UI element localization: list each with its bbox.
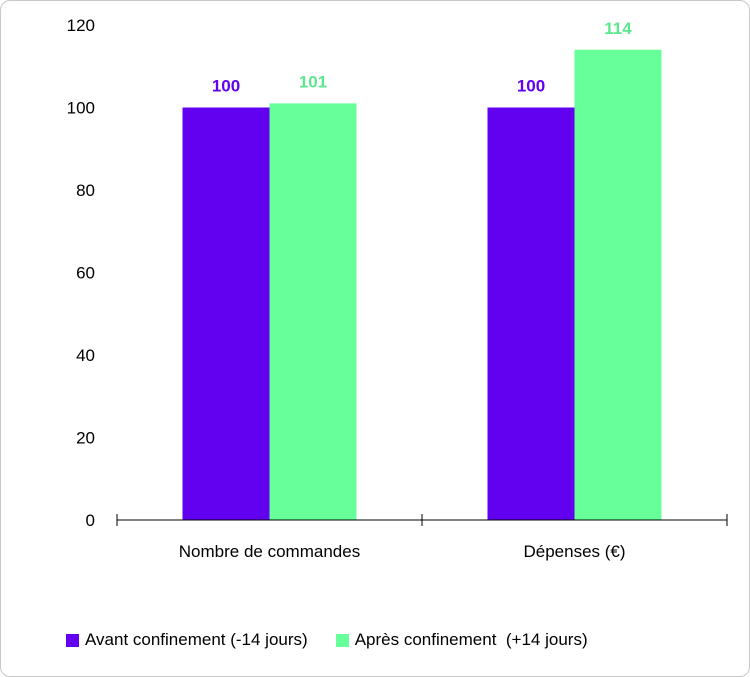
legend-label-avant: Avant confinement (-14 jours) bbox=[85, 630, 308, 649]
data-label: 114 bbox=[604, 19, 632, 38]
y-tick-label: 60 bbox=[76, 264, 95, 283]
y-tick-label: 120 bbox=[67, 16, 95, 35]
bar bbox=[574, 49, 662, 520]
data-label: 101 bbox=[299, 72, 327, 91]
y-tick-label: 100 bbox=[67, 99, 95, 118]
bars bbox=[182, 49, 662, 520]
data-label: 100 bbox=[212, 77, 240, 96]
bar bbox=[269, 103, 357, 520]
legend-item-avant: Avant confinement (-14 jours) bbox=[66, 630, 308, 650]
data-label: 100 bbox=[517, 77, 545, 96]
legend-swatch-apres bbox=[335, 633, 349, 647]
legend-swatch-avant bbox=[66, 633, 79, 647]
y-tick-label: 0 bbox=[86, 511, 95, 530]
data-labels: 100 101 100 114 bbox=[212, 19, 632, 96]
bar bbox=[182, 107, 270, 520]
bar bbox=[487, 107, 575, 520]
legend-label-apres: Après confinement (+14 jours) bbox=[354, 630, 588, 649]
legend: Avant confinement (-14 jours) Après conf… bbox=[66, 630, 616, 650]
y-tick-label: 80 bbox=[76, 181, 95, 200]
y-tick-label: 20 bbox=[76, 429, 95, 448]
x-axis: Nombre de commandes Dépenses (€) bbox=[116, 514, 728, 561]
x-category-label: Nombre de commandes bbox=[179, 542, 360, 561]
legend-item-apres: Après confinement (+14 jours) bbox=[335, 630, 588, 650]
y-axis: 0 20 40 60 80 100 120 bbox=[67, 16, 95, 530]
x-category-label: Dépenses (€) bbox=[523, 542, 625, 561]
y-tick-label: 40 bbox=[76, 346, 95, 365]
